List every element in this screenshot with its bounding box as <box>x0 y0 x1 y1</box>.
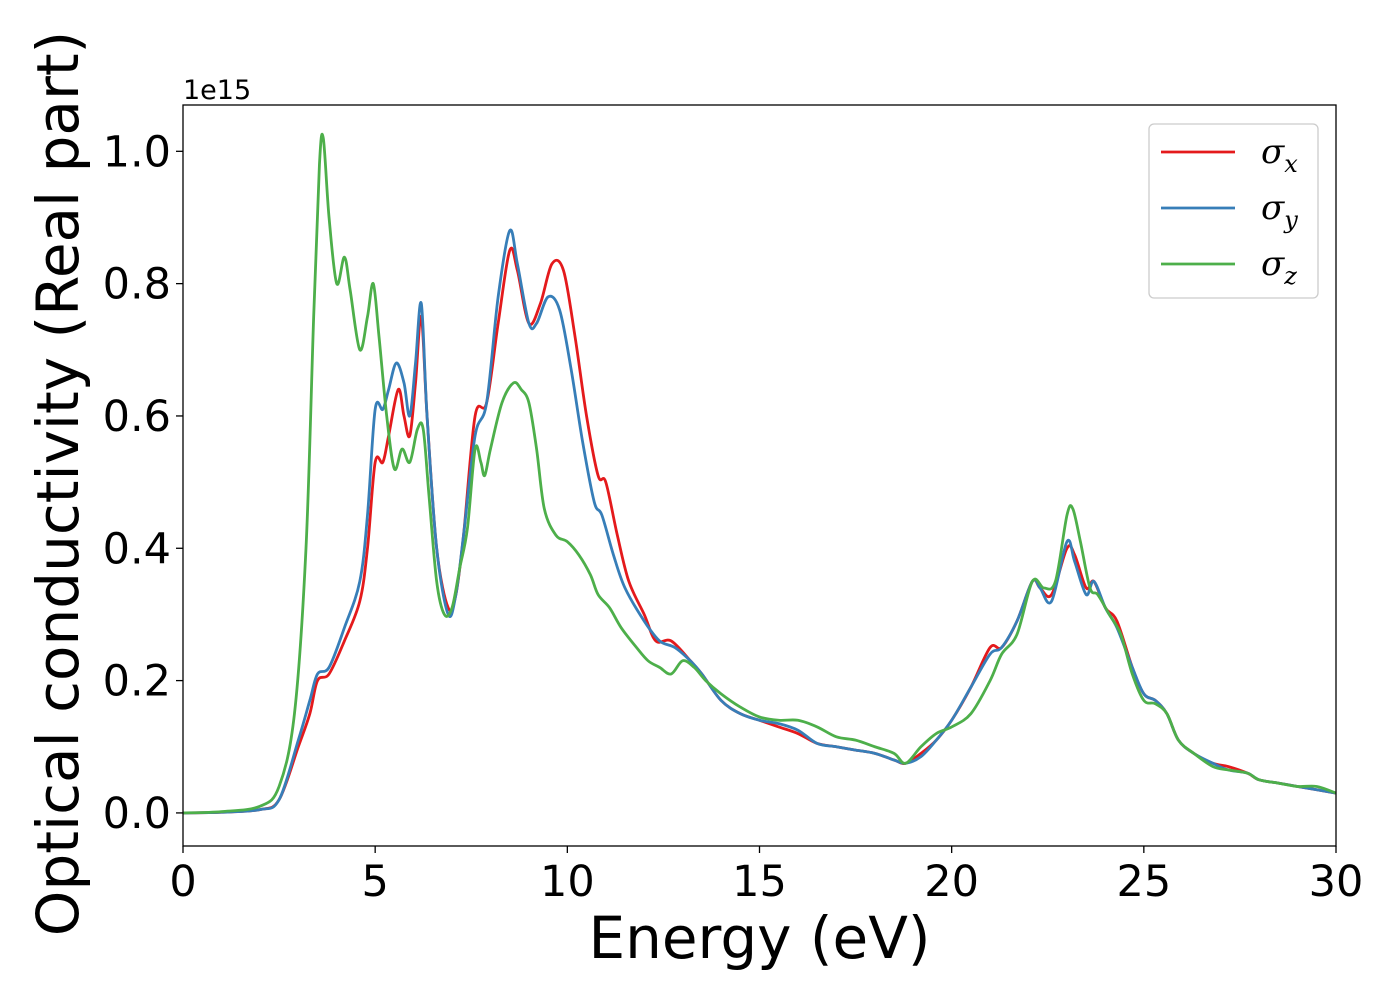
x-tick-label: 20 <box>924 857 979 907</box>
legend-label-y: σy <box>1261 188 1298 234</box>
x-tick-label: 0 <box>169 857 196 907</box>
legend-label-symbol: σ <box>1261 132 1285 172</box>
legend-label-symbol: σ <box>1261 244 1285 284</box>
legend-label-subscript: y <box>1283 206 1298 234</box>
y-tick-label: 0.8 <box>103 260 171 310</box>
y-tick-label: 0.2 <box>103 657 171 707</box>
x-tick-label: 25 <box>1116 857 1171 907</box>
x-axis-ticks: 0 5 10 15 20 25 30 <box>169 846 1363 907</box>
legend-label-symbol: σ <box>1261 188 1285 228</box>
legend-label-subscript: x <box>1284 150 1298 178</box>
series-line-x <box>183 246 1336 815</box>
series-line-z <box>183 132 1336 815</box>
x-tick-label: 10 <box>540 857 595 907</box>
y-axis-offset-label: 1e15 <box>183 75 251 106</box>
legend-label-x: σx <box>1261 132 1298 178</box>
y-axis-title: Optical conductivity (Real part) <box>24 31 92 936</box>
y-tick-label: 0.4 <box>103 524 171 574</box>
x-tick-label: 30 <box>1309 857 1364 907</box>
legend-label-subscript: z <box>1283 262 1297 290</box>
legend-label-z: σz <box>1261 244 1297 290</box>
x-tick-label: 5 <box>361 857 388 907</box>
y-axis-ticks: 0.0 0.2 0.4 0.6 0.8 1.0 <box>103 127 183 839</box>
y-tick-label: 0.6 <box>103 392 171 442</box>
x-axis-title: Energy (eV) <box>588 904 930 972</box>
y-tick-label: 0.0 <box>103 789 171 839</box>
x-tick-label: 15 <box>732 857 787 907</box>
legend-box <box>1148 123 1319 299</box>
plot-lines <box>183 132 1336 815</box>
y-tick-label: 1.0 <box>103 127 171 177</box>
